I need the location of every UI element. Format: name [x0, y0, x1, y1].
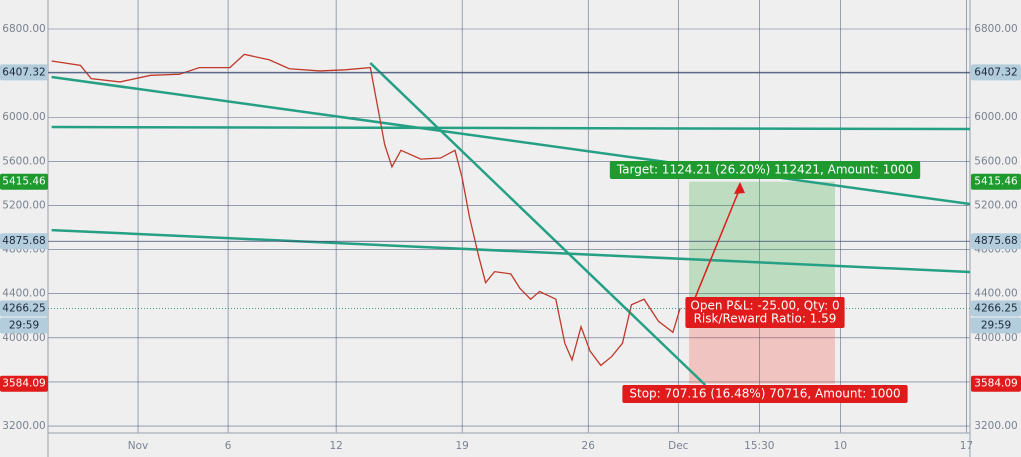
price-badge — [971, 64, 1021, 81]
y-tick-label: 5600.00 — [974, 155, 1017, 167]
x-tick-label: 15:30 — [744, 440, 774, 452]
y-tick-label: 6000.00 — [974, 111, 1017, 123]
x-tick-label: 19 — [455, 440, 468, 452]
position-label: Open P&L: -25.00, Qty: 0 — [690, 299, 839, 313]
y-tick-label: 4000.00 — [974, 332, 1017, 344]
y-tick-label: 5200.00 — [2, 199, 45, 211]
price-line — [51, 53, 681, 367]
position-label-box — [609, 161, 921, 179]
price-badge — [971, 233, 1021, 250]
y-tick-label: 6800.00 — [2, 23, 45, 35]
y-tick-label: 4000.00 — [2, 332, 45, 344]
trend-line — [51, 228, 971, 274]
trend-line — [51, 75, 971, 206]
price-badge-label: 4875.68 — [974, 235, 1017, 247]
price-badge-label: 4266.25 — [974, 302, 1017, 314]
y-tick-label: 5200.00 — [974, 199, 1017, 211]
arrow-head — [734, 182, 745, 194]
price-badge — [0, 173, 48, 190]
x-tick-label: 10 — [834, 440, 847, 452]
price-badge-label: 6407.32 — [2, 66, 45, 78]
price-badge — [0, 317, 48, 334]
y-tick-label: 3200.00 — [974, 420, 1017, 432]
y-tick-label: 5600.00 — [2, 155, 45, 167]
price-badge-label: 5415.46 — [974, 176, 1018, 188]
price-badge — [971, 300, 1021, 317]
price-badge — [0, 300, 48, 317]
target-zone — [689, 181, 835, 306]
y-tick-label: 4400.00 — [2, 288, 45, 300]
y-tick-label: 6800.00 — [974, 23, 1017, 35]
price-badge — [0, 375, 48, 392]
price-badge — [971, 317, 1021, 334]
price-badge-label: 4875.68 — [2, 235, 45, 247]
x-tick-label: 26 — [582, 440, 596, 452]
price-badge — [971, 173, 1021, 190]
arrow — [694, 187, 741, 299]
y-tick-label: 3200.00 — [2, 420, 45, 432]
position-label-box — [622, 385, 908, 403]
price-badge-label: 29:59 — [9, 319, 39, 331]
y-tick-label: 4400.00 — [974, 288, 1017, 300]
y-tick-label: 6000.00 — [2, 111, 45, 123]
x-tick-label: Nov — [128, 440, 149, 452]
price-badge-label: 29:59 — [981, 319, 1011, 331]
position-label: Target: 1124.21 (26.20%) 112421, Amount:… — [616, 163, 913, 177]
price-badge-label: 3584.09 — [974, 378, 1017, 390]
position-label-box — [685, 297, 845, 328]
position-label: Stop: 707.16 (16.48%) 70716, Amount: 100… — [629, 387, 900, 401]
x-tick-label: Dec — [668, 440, 689, 452]
x-tick-label: 6 — [225, 440, 232, 452]
price-badge-label: 4266.25 — [2, 302, 45, 314]
price-badge — [0, 64, 48, 81]
price-badge-label: 5415.46 — [2, 176, 46, 188]
trend-line — [51, 125, 971, 131]
price-badge-label: 6407.32 — [974, 66, 1017, 78]
price-badge — [0, 233, 48, 250]
x-tick-label: 12 — [329, 440, 342, 452]
x-tick-label: 17 — [960, 440, 973, 452]
trend-line — [369, 62, 707, 386]
price-badge-label: 3584.09 — [2, 378, 45, 390]
position-label: Risk/Reward Ratio: 1.59 — [694, 312, 837, 326]
price-badge — [971, 375, 1021, 392]
